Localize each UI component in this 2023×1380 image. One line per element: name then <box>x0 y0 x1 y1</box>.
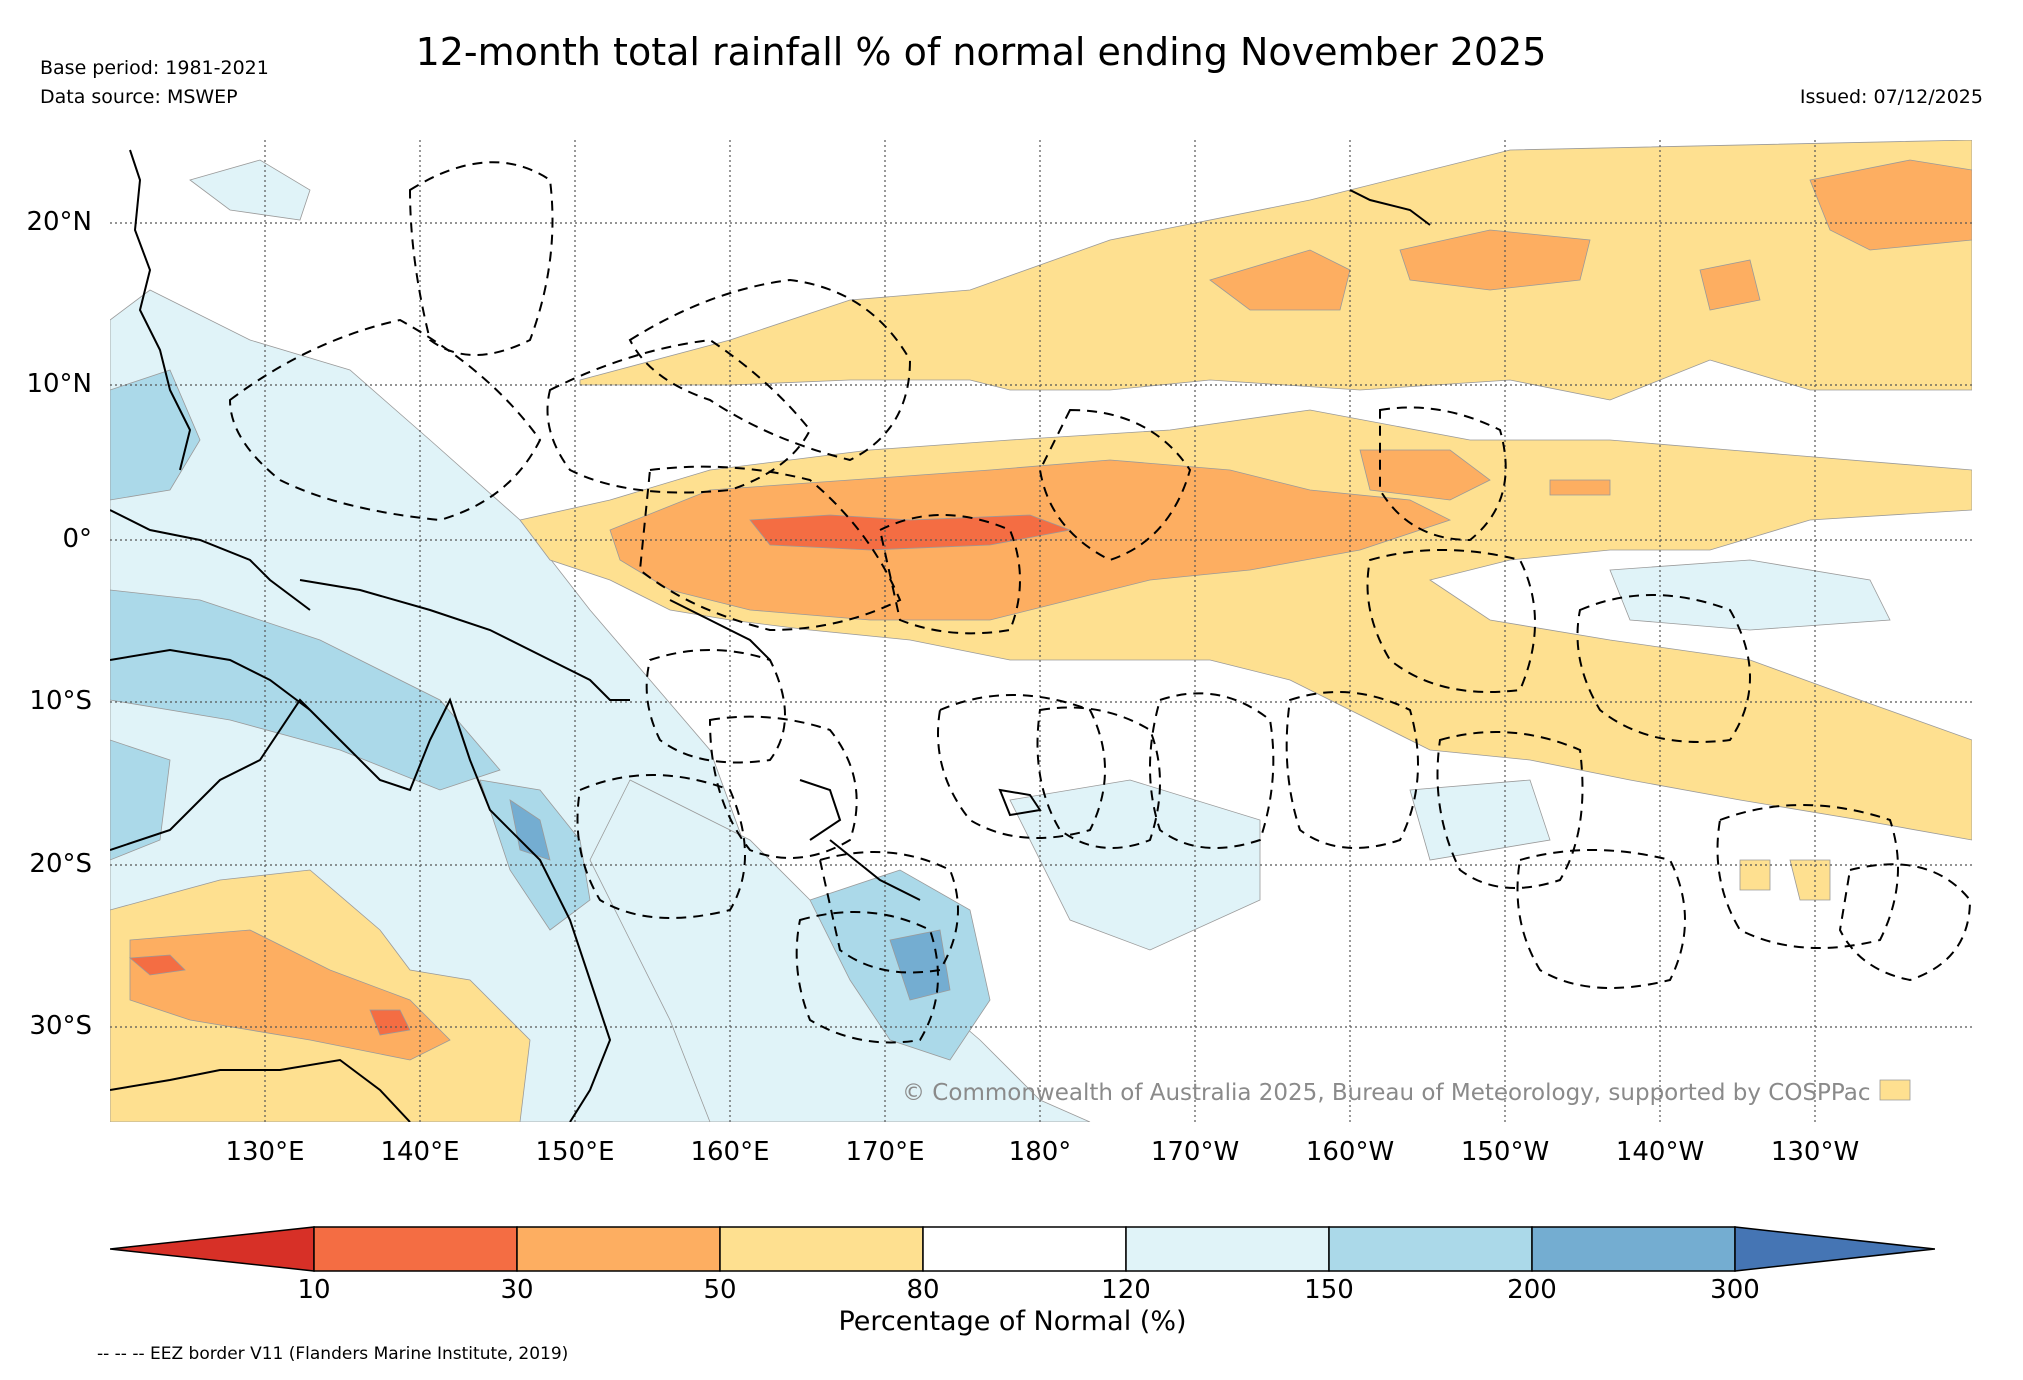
coast-borneo-sulawesi <box>110 509 311 611</box>
lon-label-160e: 160°E <box>690 1137 770 1167</box>
lon-label-140e: 140°E <box>380 1137 460 1167</box>
blue-region-south-equatorial <box>1609 559 1891 631</box>
colorbar-label: Percentage of Normal (%) <box>0 1305 2023 1339</box>
blue-region-indonesia <box>110 589 501 791</box>
eez-tuamotu <box>1716 804 1899 949</box>
colorbar-bin-10-30 <box>313 1226 518 1272</box>
eez-borders <box>228 161 1972 1044</box>
eez-wallis-samoa <box>1036 706 1161 849</box>
colorbar-bin-below-10 <box>110 1226 315 1272</box>
lon-label-150e: 150°E <box>535 1137 615 1167</box>
colorbar-tick-30: 30 <box>500 1275 534 1305</box>
coast-solomon-islands <box>669 599 771 661</box>
blue-region-philippines <box>110 369 201 501</box>
lon-label-130w: 130°W <box>1770 1137 1860 1167</box>
issued-date: Issued: 07/12/2025 <box>1799 86 1983 108</box>
driest-spot-australia-west <box>128 954 186 976</box>
eez-micronesia-east <box>546 338 812 494</box>
coast-new-caledonia <box>829 839 921 901</box>
eez-tonga <box>1149 692 1275 849</box>
drier-patch-hawaii-south <box>1399 229 1591 291</box>
colorbar-label-text: Percentage of Normal (%) <box>838 1306 1187 1337</box>
lon-label-160w: 160°W <box>1305 1137 1395 1167</box>
blue-region-north <box>189 159 311 221</box>
coast-australia-south <box>110 1058 411 1122</box>
colorbar-bin-120-150 <box>1125 1226 1330 1272</box>
coast-java-timor <box>110 648 311 711</box>
lat-label-10n: 10°N <box>26 369 92 399</box>
lat-label-10s: 10°S <box>29 686 92 716</box>
lon-label-130e: 130°E <box>225 1137 305 1167</box>
coast-new-guinea <box>299 579 630 701</box>
colorbar-tick-10: 10 <box>297 1275 331 1305</box>
coast-hawaii <box>1349 189 1431 226</box>
colorbar-bin-80-120 <box>922 1226 1127 1272</box>
eez-niue-cook <box>1285 691 1419 849</box>
rainfall-anomaly-map: © Commonwealth of Australia 2025, Bureau… <box>110 140 1972 1122</box>
eez-palau-micronesia-west <box>228 318 542 522</box>
lat-label-20n: 20°N <box>26 207 92 237</box>
eez-austral-islands <box>1516 849 1686 989</box>
lon-label-150w: 150°W <box>1460 1137 1550 1167</box>
eez-northern-marianas <box>408 161 554 356</box>
eez-marshall-islands <box>628 278 912 462</box>
coast-vanuatu <box>799 779 842 841</box>
coast-australia-north-east <box>110 697 612 1122</box>
colorbar-bin-50-80 <box>719 1226 924 1272</box>
darkblue-spot-south <box>889 929 951 1001</box>
map-title: 12-month total rainfall % of normal endi… <box>0 28 2023 76</box>
driest-band-equatorial <box>749 514 1072 551</box>
eez-kiribati-central <box>1038 408 1192 562</box>
eez-legend-note: -- -- -- EEZ border V11 (Flanders Marine… <box>97 1344 569 1364</box>
base-period-note: Base period: 1981-2021 <box>40 57 269 79</box>
eez-nauru-kiribati-west <box>638 465 902 632</box>
lon-label-140w: 140°W <box>1615 1137 1705 1167</box>
colorbar-tick-300: 300 <box>1710 1275 1760 1305</box>
drier-patch-kiribati <box>1359 449 1491 501</box>
eez-cook-islands-south <box>1436 731 1584 889</box>
eez-solomon-islands <box>645 649 786 764</box>
coastlines <box>110 149 1431 1122</box>
eez-cook-islands-north <box>1366 549 1536 693</box>
lat-label-20s: 20°S <box>29 849 92 879</box>
coast-fiji <box>998 788 1042 817</box>
lon-label-170w: 170°W <box>1150 1137 1240 1167</box>
drier-patch-far-east <box>1699 259 1761 311</box>
colorbar-tick-200: 200 <box>1507 1275 1557 1305</box>
lat-label-equator: 0° <box>62 524 92 554</box>
colorbar <box>110 1226 1935 1272</box>
coast-philippines <box>129 149 192 471</box>
eez-norfolk <box>795 911 939 1044</box>
lon-label-180: 180° <box>1008 1137 1072 1167</box>
eez-kiribati-line <box>1379 406 1507 542</box>
lat-label-30s: 30°S <box>29 1011 92 1041</box>
map-title-text: 12-month total rainfall % of normal endi… <box>415 30 1547 74</box>
copyright-notice: © Commonwealth of Australia 2025, Bureau… <box>902 1080 1871 1106</box>
eez-vanuatu <box>708 715 858 859</box>
lon-label-170e: 170°E <box>845 1137 925 1167</box>
dry-spot-southeast-2 <box>1739 859 1771 891</box>
colorbar-bin-200-300 <box>1531 1226 1736 1272</box>
blue-region-southern-cook <box>1409 779 1551 861</box>
colorbar-tick-50: 50 <box>703 1275 737 1305</box>
colorbar-bin-150-200 <box>1328 1226 1533 1272</box>
darkblue-spot-queensland <box>509 799 551 861</box>
colorbar-bin-30-50 <box>516 1226 721 1272</box>
eez-coral-sea <box>576 774 746 919</box>
dry-spot-southeast <box>1789 859 1831 901</box>
colorbar-tick-150: 150 <box>1304 1275 1354 1305</box>
data-source-note: Data source: MSWEP <box>40 86 238 108</box>
colorbar-tick-80: 80 <box>906 1275 940 1305</box>
drier-patch-line-islands <box>1549 479 1611 496</box>
dry-spot-far-southeast <box>1879 1079 1911 1101</box>
colorbar-bin-above-300 <box>1734 1226 1935 1272</box>
eez-fiji <box>937 694 1106 839</box>
blue-region-timor <box>110 739 171 861</box>
eez-pitcairn <box>1838 863 1972 982</box>
drier-patch-east <box>1809 159 1972 251</box>
drier-patch-north-central <box>1209 249 1351 311</box>
colorbar-tick-120: 120 <box>1101 1275 1151 1305</box>
